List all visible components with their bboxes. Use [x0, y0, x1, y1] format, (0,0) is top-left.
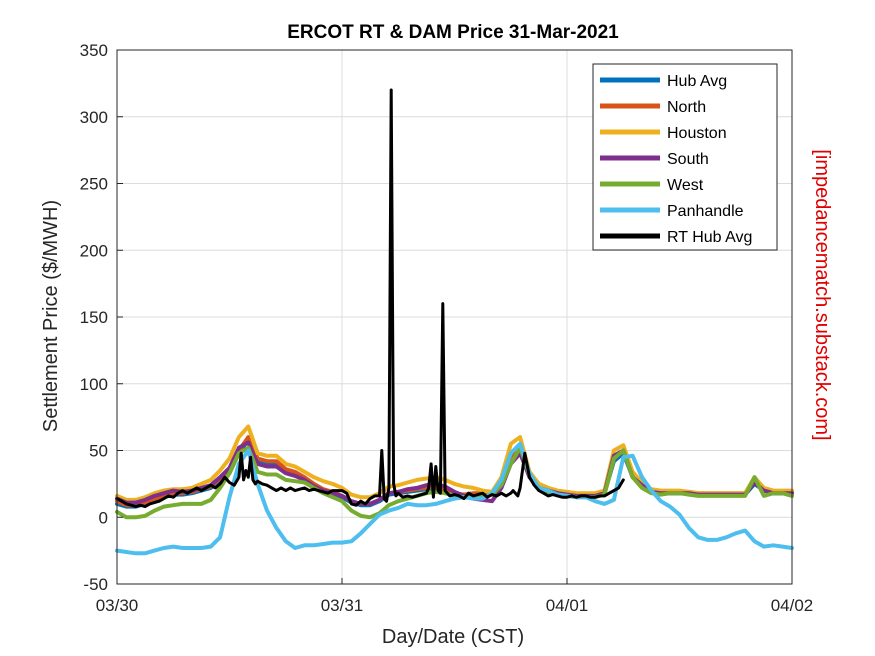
- y-tick-label: 200: [80, 241, 108, 260]
- x-axis: 03/30 03/31 04/01 04/02: [96, 578, 814, 615]
- legend-label-panhandle: Panhandle: [667, 203, 744, 220]
- y-tick-label: -50: [83, 575, 108, 594]
- series-line-houston: [115, 424, 794, 502]
- legend-label-hub-avg: Hub Avg: [667, 73, 727, 90]
- series-line-panhandle: [115, 441, 794, 556]
- x-tick-label: 03/31: [321, 596, 364, 615]
- y-axis-title: Settlement Price ($/MWH): [40, 200, 62, 432]
- legend-label-south: South: [667, 151, 709, 168]
- legend: Hub Avg North Houston South West Panhandle RT …: [592, 63, 778, 251]
- y-axis: -50 0 50 100 150 200 250 300 350: [80, 41, 123, 594]
- y-tick-label: 300: [80, 108, 108, 127]
- x-tick-label: 04/02: [771, 596, 814, 615]
- y-tick-label: 50: [89, 442, 108, 461]
- y-tick-label: 150: [80, 308, 108, 327]
- x-tick-label: 03/30: [96, 596, 139, 615]
- series-layer: [115, 88, 794, 556]
- y-tick-label: 350: [80, 41, 108, 60]
- legend-label-houston: Houston: [667, 125, 727, 142]
- legend-label-rt-hub-avg: RT Hub Avg: [667, 229, 752, 246]
- y-tick-label: 250: [80, 175, 108, 194]
- legend-label-west: West: [667, 177, 704, 194]
- y-tick-label: 100: [80, 375, 108, 394]
- x-tick-label: 04/01: [546, 596, 589, 615]
- x-axis-title: Day/Date (CST): [382, 626, 524, 648]
- series-line-rt-hub-avg: [115, 88, 625, 509]
- watermark-text: [impedancematch.substack.com]: [811, 149, 833, 440]
- chart-title: ERCOT RT & DAM Price 31-Mar-2021: [287, 22, 619, 43]
- y-tick-label: 0: [99, 508, 108, 527]
- legend-label-north: North: [667, 99, 706, 116]
